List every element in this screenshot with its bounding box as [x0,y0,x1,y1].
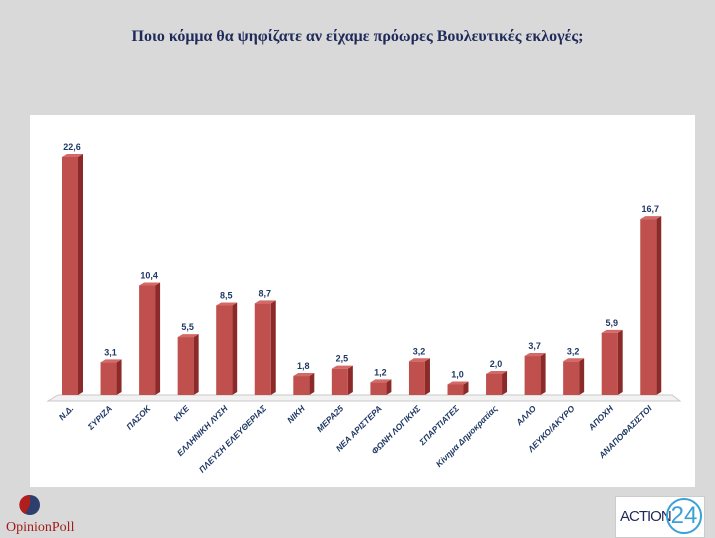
bar-side [386,379,392,395]
data-label: 3,7 [528,341,541,351]
bar [139,285,156,395]
bar-side [463,381,469,395]
bar-side [617,329,623,395]
category-label: ΠΛΕΥΣΗ ΕΛΕΥΘΕΡΙΑΣ [197,403,269,475]
data-label: 3,2 [413,346,426,356]
bar-top [293,373,315,377]
data-label: 3,1 [104,347,117,357]
chart-title: Ποιο κόμμα θα ψηφίζατε αν είχαμε πρόωρες… [131,28,584,45]
bar-top [370,379,392,383]
bar [331,368,348,395]
data-label: 3,2 [567,346,580,356]
bar-side [424,358,430,395]
bar-side [270,300,276,395]
bar-side [155,282,161,395]
category-label: ΑΠΟΧΗ [586,403,616,433]
data-label: 5,9 [605,318,618,328]
bar-top [62,154,83,157]
bar-side [78,154,83,395]
bar-side [193,334,199,395]
bar-top [524,353,546,357]
bar [370,382,387,395]
bar [408,361,425,395]
data-label: 16,7 [641,204,659,214]
bar-top [408,358,430,362]
category-label: ΚΚΕ [171,403,191,423]
opinionpoll-logo-text: OpinionPoll [6,520,75,535]
bar-top [254,300,276,304]
category-label: ΣΥΡΙΖΑ [85,403,114,432]
category-label: ΝΙΚΗ [285,403,307,425]
bar [524,356,541,395]
chart-floor [46,394,682,402]
data-label: 8,5 [220,290,233,300]
category-label: ΑΛΛΟ [513,403,538,428]
data-label: 8,7 [258,288,271,298]
bar [486,373,503,395]
data-label: 22,6 [63,142,81,152]
bar-side [347,365,353,395]
category-label: ΜΕΡΑ25 [315,403,346,434]
bar-side [309,373,315,395]
bar [216,305,233,395]
bar [100,362,117,395]
data-label: 1,2 [374,367,387,377]
bar-top [139,282,161,286]
data-label: 2,5 [336,354,349,364]
bar-top [216,302,238,306]
data-label: 5,5 [181,322,194,332]
bar [601,332,618,395]
bar-top [331,365,353,369]
action24-logo-text: ACTION [620,508,672,525]
bar-top [447,381,469,385]
bar [563,361,580,395]
category-label: ΠΑΣΟΚ [124,403,153,432]
bar-top [486,370,508,374]
bar-side [232,302,238,395]
data-label: 1,8 [297,361,310,371]
bar-top [100,359,122,363]
bar-side [502,370,508,395]
bar-side [579,358,585,395]
bar [640,219,657,395]
bar-side [116,359,122,395]
bar-side [656,216,662,395]
category-label: Ν.Δ. [57,403,76,422]
bar [177,337,194,395]
data-label: 10,4 [140,270,158,280]
bar-side [540,353,546,395]
bar-top [177,334,199,338]
bar-top [563,358,585,362]
data-label: 1,0 [451,369,464,379]
action24-logo: ACTION 24 [615,496,705,538]
bar [447,384,464,395]
bar-top [640,216,662,220]
bar-top [601,329,623,333]
action24-logo-number: 24 [666,498,702,534]
bar [62,157,78,395]
bar [293,376,310,395]
data-label: 2,0 [490,359,503,369]
opinionpoll-logo [19,494,40,515]
bar [254,303,271,395]
